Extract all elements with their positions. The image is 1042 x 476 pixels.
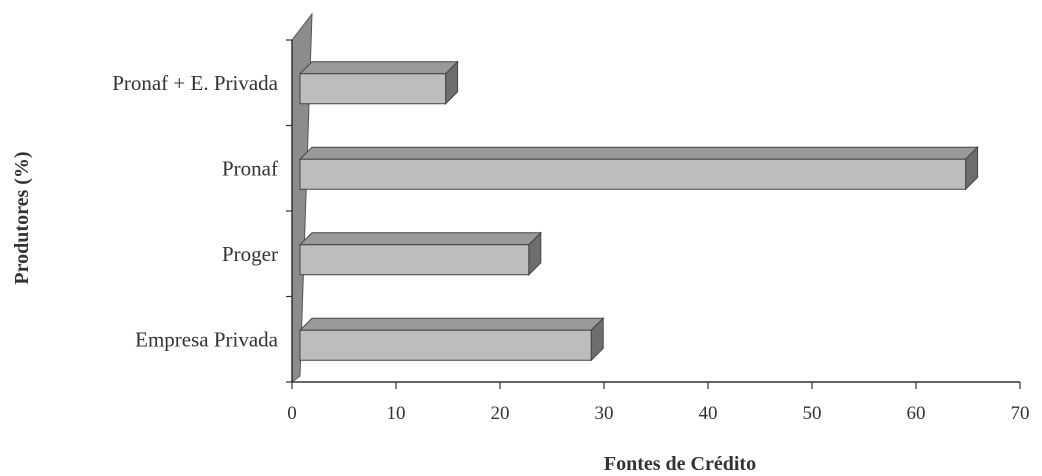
x-tick-label: 10: [387, 403, 406, 424]
x-tick-label: 30: [595, 403, 614, 424]
x-axis-title: Fontes de Crédito: [604, 453, 756, 475]
bar-front-face: [299, 244, 530, 276]
bar: [298, 231, 543, 276]
category-label: Empresa Privada: [135, 327, 279, 351]
axes: [286, 39, 1021, 389]
x-tick-label: 60: [907, 403, 926, 424]
x-tick-label: 20: [491, 403, 510, 424]
category-label: Pronaf: [222, 156, 278, 180]
bar: [298, 146, 979, 191]
x-tick-label: 70: [1011, 403, 1030, 424]
bar-top-face: [298, 232, 543, 246]
bar-front-face: [299, 329, 592, 361]
bar-top-face: [298, 317, 605, 331]
bar-series: [298, 60, 979, 362]
bar: [298, 60, 459, 105]
category-labels: Empresa Privada Proger Pronaf Pronaf + E. P…: [112, 71, 278, 352]
y-axis-title: Produtores (%): [11, 151, 33, 284]
x-tick-label: 50: [803, 403, 822, 424]
bar: [298, 317, 605, 362]
category-label: Pronaf + E. Privada: [112, 71, 278, 95]
bar-top-face: [298, 61, 459, 75]
x-tick-label: 0: [287, 403, 297, 424]
bar-front-face: [299, 158, 967, 190]
x-tick-labels: 0 10 20 30 40 50 60 70: [287, 403, 1029, 424]
bar-front-face: [299, 73, 447, 105]
x-tick-label: 40: [699, 403, 718, 424]
category-label: Proger: [222, 242, 278, 266]
bar-top-face: [298, 146, 979, 160]
